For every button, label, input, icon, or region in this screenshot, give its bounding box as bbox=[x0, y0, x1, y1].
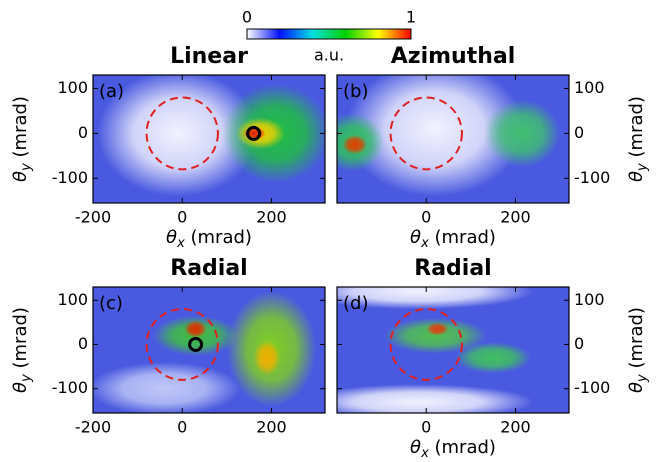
heatmap bbox=[337, 287, 569, 413]
intensity-blob bbox=[426, 322, 449, 336]
y-tick-label: 0 bbox=[78, 123, 88, 142]
intensity-blob bbox=[93, 362, 241, 413]
heatmap bbox=[93, 287, 325, 413]
heatmap bbox=[337, 75, 569, 203]
panel-title: Azimuthal bbox=[391, 44, 516, 69]
x-tick-label: 200 bbox=[500, 208, 531, 227]
y-axis-label: θy (mrad) bbox=[626, 307, 650, 393]
colorbar bbox=[246, 28, 412, 40]
x-tick-label: 0 bbox=[421, 418, 431, 437]
colorbar-tick-label: 1 bbox=[406, 8, 416, 27]
intensity-blob bbox=[345, 75, 525, 197]
colorbar-label: a.u. bbox=[314, 46, 344, 65]
intensity-blob bbox=[383, 317, 487, 354]
x-axis-label: θx (mrad) bbox=[166, 227, 252, 251]
y-tick-label: -100 bbox=[52, 378, 88, 397]
panel-label: (d) bbox=[343, 293, 368, 314]
intensity-blob bbox=[484, 99, 561, 168]
x-tick-label: 0 bbox=[177, 208, 187, 227]
plot-frame bbox=[336, 74, 570, 204]
intensity-blob bbox=[253, 340, 281, 376]
panel-label: (a) bbox=[99, 81, 124, 102]
y-tick-label: 100 bbox=[57, 78, 88, 97]
y-tick-label: 100 bbox=[574, 78, 605, 97]
y-tick-label: -100 bbox=[574, 168, 610, 187]
dashed-circle bbox=[389, 96, 463, 171]
y-tick-label: 100 bbox=[574, 290, 605, 309]
y-axis-label: θy (mrad) bbox=[10, 307, 34, 393]
y-tick-label: -100 bbox=[574, 378, 610, 397]
panel-title: Radial bbox=[414, 256, 491, 281]
y-tick-label: 0 bbox=[574, 334, 584, 353]
intensity-blob bbox=[337, 384, 534, 413]
plot-frame bbox=[336, 286, 570, 414]
x-tick-label: 0 bbox=[177, 418, 187, 437]
intensity-blob bbox=[97, 75, 259, 197]
intensity-blob bbox=[184, 320, 207, 338]
panel-label: (c) bbox=[99, 293, 123, 314]
x-tick-label: -200 bbox=[75, 418, 111, 437]
marker bbox=[188, 336, 204, 352]
intensity-blob bbox=[342, 134, 368, 155]
y-tick-label: 0 bbox=[574, 123, 584, 142]
colorbar-tick-label: 0 bbox=[242, 8, 252, 27]
x-tick-label: -200 bbox=[75, 208, 111, 227]
y-tick-label: -100 bbox=[52, 168, 88, 187]
x-tick-label: 200 bbox=[500, 418, 531, 437]
plot-frame bbox=[92, 286, 326, 414]
x-axis-label: θx (mrad) bbox=[410, 437, 496, 461]
dashed-circle bbox=[389, 308, 463, 381]
marker bbox=[246, 125, 262, 141]
y-tick-label: 0 bbox=[78, 334, 88, 353]
x-tick-label: 200 bbox=[256, 418, 287, 437]
x-tick-label: 0 bbox=[421, 208, 431, 227]
y-axis-label: θy (mrad) bbox=[626, 96, 650, 182]
plot-frame bbox=[92, 74, 326, 204]
panel-title: Linear bbox=[170, 44, 248, 69]
panel-title: Radial bbox=[170, 256, 247, 281]
intensity-blob bbox=[337, 287, 534, 310]
dashed-circle bbox=[145, 96, 219, 171]
y-tick-label: 100 bbox=[57, 290, 88, 309]
intensity-blob bbox=[455, 342, 532, 374]
y-axis-label: θy (mrad) bbox=[10, 96, 34, 182]
x-axis-label: θx (mrad) bbox=[410, 227, 496, 251]
dashed-circle bbox=[145, 308, 219, 381]
x-tick-label: 200 bbox=[256, 208, 287, 227]
panel-label: (b) bbox=[343, 81, 368, 102]
heatmap bbox=[93, 75, 325, 203]
